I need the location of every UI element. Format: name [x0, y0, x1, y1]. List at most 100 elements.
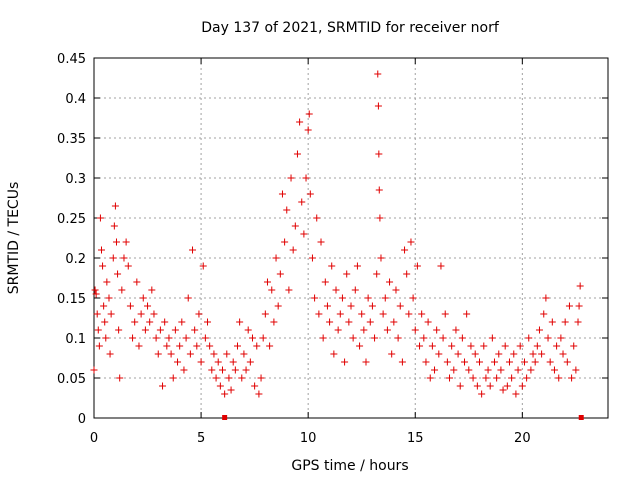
- data-point: [374, 70, 382, 78]
- data-point: [484, 366, 492, 374]
- data-point: [238, 374, 246, 382]
- data-point: [110, 222, 118, 230]
- data-point: [259, 334, 267, 342]
- data-point: [131, 318, 139, 326]
- data-point: [407, 238, 415, 246]
- data-point: [201, 334, 209, 342]
- data-point: [565, 302, 573, 310]
- data-point: [105, 294, 113, 302]
- data-point: [424, 318, 432, 326]
- data-point: [229, 358, 237, 366]
- data-point: [471, 350, 479, 358]
- data-point: [368, 302, 376, 310]
- data-point: [473, 382, 481, 390]
- data-point: [283, 206, 291, 214]
- x-tick-label: 15: [407, 431, 424, 446]
- y-tick-label: 0.15: [57, 292, 86, 307]
- data-point: [544, 334, 552, 342]
- data-point: [422, 358, 430, 366]
- data-point: [375, 186, 383, 194]
- data-point: [118, 286, 126, 294]
- data-point: [358, 310, 366, 318]
- data-point: [437, 262, 445, 270]
- data-point: [386, 278, 394, 286]
- data-point: [439, 334, 447, 342]
- data-point: [550, 366, 558, 374]
- data-point: [374, 102, 382, 110]
- data-point: [92, 290, 100, 298]
- data-point: [493, 374, 501, 382]
- y-tick-label: 0.4: [65, 92, 86, 107]
- data-point: [248, 334, 256, 342]
- data-point: [302, 174, 310, 182]
- data-point: [332, 286, 340, 294]
- data-point: [411, 326, 419, 334]
- data-point: [272, 254, 280, 262]
- data-point: [291, 222, 299, 230]
- data-point: [270, 318, 278, 326]
- data-point: [510, 350, 518, 358]
- data-point: [308, 254, 316, 262]
- data-point: [349, 334, 357, 342]
- data-point: [356, 342, 364, 350]
- data-point: [441, 310, 449, 318]
- data-point: [403, 270, 411, 278]
- data-point: [268, 286, 276, 294]
- data-point: [360, 326, 368, 334]
- data-point: [95, 342, 103, 350]
- data-point: [531, 358, 539, 366]
- data-point: [208, 366, 216, 374]
- data-point: [281, 238, 289, 246]
- data-point: [298, 198, 306, 206]
- data-point: [574, 318, 582, 326]
- data-point: [165, 334, 173, 342]
- data-point: [377, 254, 385, 262]
- y-tick-label: 0.05: [57, 372, 86, 387]
- data-point: [306, 190, 314, 198]
- data-point: [278, 190, 286, 198]
- chart-title: Day 137 of 2021, SRMTID for receiver nor…: [201, 20, 500, 36]
- data-point: [533, 342, 541, 350]
- data-point: [169, 374, 177, 382]
- data-point: [401, 246, 409, 254]
- data-point: [146, 318, 154, 326]
- data-point: [233, 342, 241, 350]
- data-point: [576, 282, 584, 290]
- data-point: [206, 342, 214, 350]
- data-point: [296, 118, 304, 126]
- data-point: [392, 286, 400, 294]
- data-point: [375, 150, 383, 158]
- data-point: [255, 390, 263, 398]
- data-point: [204, 318, 212, 326]
- data-point: [398, 358, 406, 366]
- data-point: [225, 374, 233, 382]
- data-point: [572, 366, 580, 374]
- data-point: [512, 390, 520, 398]
- data-point: [91, 286, 99, 294]
- data-point: [240, 350, 248, 358]
- data-point: [126, 302, 134, 310]
- data-point: [137, 310, 145, 318]
- data-point: [242, 366, 250, 374]
- data-point: [428, 342, 436, 350]
- data-point: [163, 342, 171, 350]
- data-point: [523, 374, 531, 382]
- data-point: [313, 214, 321, 222]
- data-point: [236, 318, 244, 326]
- data-point: [486, 382, 494, 390]
- data-point: [112, 238, 120, 246]
- data-point: [323, 302, 331, 310]
- data-point: [107, 310, 115, 318]
- grid-lines: [94, 58, 608, 418]
- x-tick-label: 10: [300, 431, 317, 446]
- data-point: [276, 270, 284, 278]
- data-point: [111, 202, 119, 210]
- y-tick-label: 0.2: [65, 252, 86, 267]
- data-point: [426, 374, 434, 382]
- gap-marker: [222, 415, 228, 420]
- data-point: [139, 294, 147, 302]
- data-point: [371, 334, 379, 342]
- data-point: [274, 302, 282, 310]
- x-tick-label: 20: [514, 431, 531, 446]
